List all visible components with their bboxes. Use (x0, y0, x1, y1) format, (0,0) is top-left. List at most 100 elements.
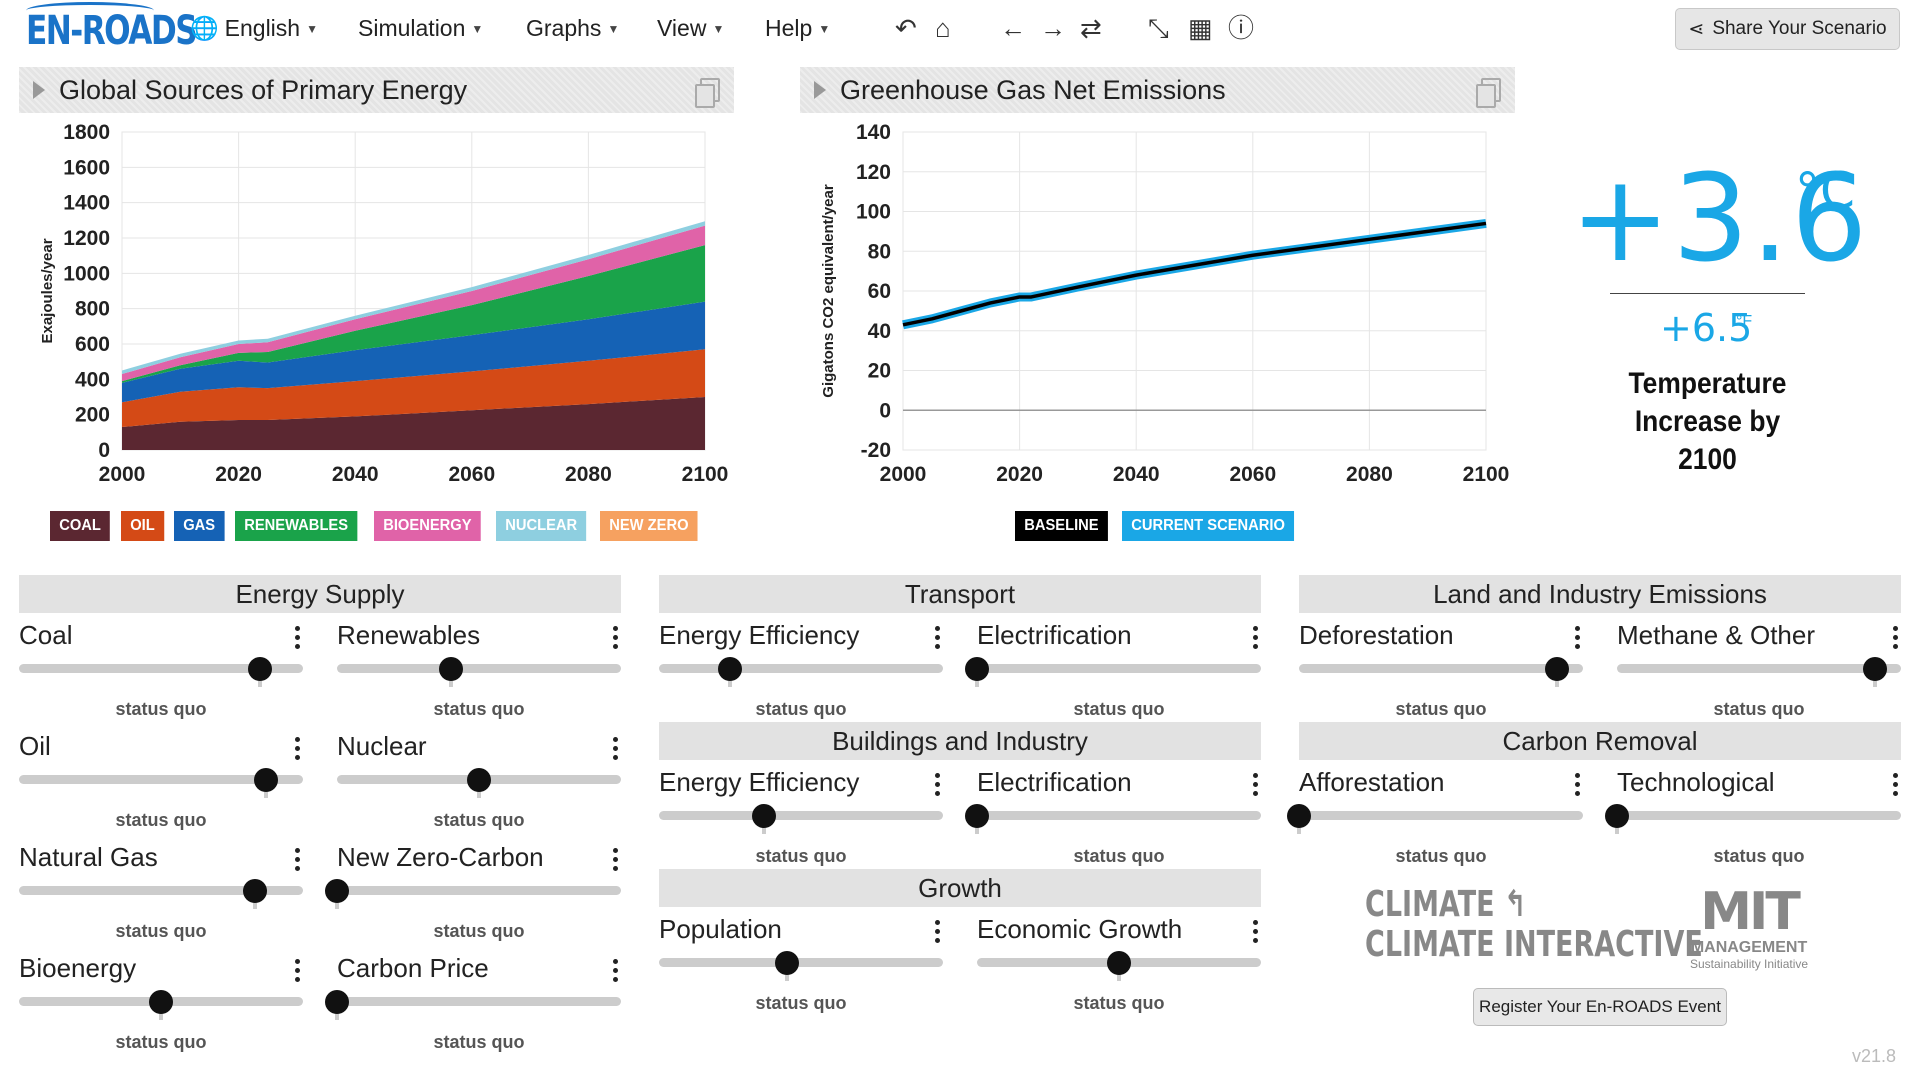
slider-track[interactable] (1299, 811, 1583, 820)
slider-thumb[interactable] (1287, 804, 1311, 828)
graphs-menu[interactable]: Graphs ▼ (526, 15, 619, 42)
slider-track[interactable] (337, 664, 621, 673)
more-options-icon[interactable] (935, 920, 941, 944)
info-icon[interactable]: ⓘ (1228, 13, 1255, 43)
slider-nuclear[interactable]: Nuclear status quo (337, 731, 621, 841)
legend-item[interactable]: BASELINE (1015, 511, 1108, 541)
slider-thumb[interactable] (752, 804, 777, 828)
slider-tech[interactable]: Technological status quo (1605, 767, 1901, 877)
more-options-icon[interactable] (1575, 626, 1581, 650)
expand-triangle-icon[interactable] (814, 81, 826, 99)
slider-thumb[interactable] (1545, 657, 1570, 681)
slider-track[interactable] (19, 775, 303, 784)
more-options-icon[interactable] (1253, 920, 1259, 944)
mit-management-logo[interactable]: MIT MANAGEMENT Sustainability Initiative (1690, 885, 1808, 971)
slider-track[interactable] (337, 886, 621, 895)
more-options-icon[interactable] (1253, 773, 1259, 797)
slider-thumb[interactable] (438, 657, 463, 681)
slider-track[interactable] (1617, 811, 1901, 820)
legend-item[interactable]: RENEWABLES (234, 511, 357, 541)
graph2-header[interactable]: Greenhouse Gas Net Emissions (800, 67, 1515, 113)
register-event-button[interactable]: Register Your En-ROADS Event (1473, 988, 1727, 1026)
slider-thumb[interactable] (325, 879, 349, 903)
slider-track[interactable] (659, 958, 943, 967)
legend-item[interactable]: NUCLEAR (495, 511, 586, 541)
slider-track[interactable] (977, 664, 1261, 673)
copy-icon[interactable] (695, 78, 720, 108)
slider-b_eff[interactable]: Energy Efficiency status quo (659, 767, 943, 877)
slider-carbon_price[interactable]: Carbon Price status quo (325, 953, 621, 1063)
legend-item[interactable]: COAL (50, 511, 111, 541)
slider-thumb[interactable] (1107, 951, 1131, 975)
slider-track[interactable] (977, 811, 1261, 820)
more-options-icon[interactable] (1893, 773, 1899, 797)
slider-track[interactable] (337, 997, 621, 1006)
slider-thumb[interactable] (248, 657, 273, 681)
slider-thumb[interactable] (965, 804, 989, 828)
table-icon[interactable]: ▦ (1188, 13, 1213, 43)
slider-defor[interactable]: Deforestation status quo (1299, 620, 1583, 730)
view-menu[interactable]: View ▼ (657, 15, 724, 42)
more-options-icon[interactable] (295, 848, 301, 872)
slider-thumb[interactable] (1605, 804, 1629, 828)
legend-item[interactable]: OIL (121, 511, 165, 541)
slider-bio[interactable]: Bioenergy status quo (19, 953, 303, 1063)
more-options-icon[interactable] (613, 959, 619, 983)
slider-coal[interactable]: Coal status quo (19, 620, 303, 730)
more-options-icon[interactable] (295, 626, 301, 650)
more-options-icon[interactable] (613, 737, 619, 761)
more-options-icon[interactable] (1253, 626, 1259, 650)
slider-thumb[interactable] (467, 768, 491, 792)
help-menu[interactable]: Help ▼ (765, 15, 830, 42)
slider-oil[interactable]: Oil status quo (19, 731, 303, 841)
slider-gas[interactable]: Natural Gas status quo (19, 842, 303, 952)
climate-interactive-logo[interactable]: CLIMATE ↰ CLIMATE INTERACTIVE (1365, 885, 1815, 965)
home-icon[interactable]: ⌂ (935, 13, 951, 43)
slider-thumb[interactable] (149, 990, 173, 1014)
more-options-icon[interactable] (295, 959, 301, 983)
slider-track[interactable] (1617, 664, 1901, 673)
en-roads-logo[interactable]: EN-ROADS (26, 8, 198, 54)
slider-track[interactable] (659, 811, 943, 820)
slider-affor[interactable]: Afforestation status quo (1287, 767, 1583, 877)
more-options-icon[interactable] (935, 626, 941, 650)
slider-b_elec[interactable]: Electrification status quo (965, 767, 1261, 877)
slider-pop[interactable]: Population status quo (659, 914, 943, 1024)
slider-thumb[interactable] (254, 768, 279, 792)
slider-econ[interactable]: Economic Growth status quo (977, 914, 1261, 1024)
legend-item[interactable]: GAS (174, 511, 225, 541)
collapse-icon[interactable]: ⤡ (1148, 13, 1169, 43)
more-options-icon[interactable] (613, 626, 619, 650)
slider-thumb[interactable] (965, 657, 989, 681)
compare-icon[interactable]: ⇄ (1080, 13, 1102, 43)
legend-item[interactable]: CURRENT SCENARIO (1121, 511, 1295, 541)
slider-thumb[interactable] (774, 951, 799, 975)
slider-track[interactable] (19, 664, 303, 673)
slider-t_elec[interactable]: Electrification status quo (965, 620, 1261, 730)
slider-track[interactable] (1299, 664, 1583, 673)
more-options-icon[interactable] (613, 848, 619, 872)
simulation-menu[interactable]: Simulation ▼ (358, 15, 483, 42)
slider-thumb[interactable] (242, 879, 267, 903)
slider-thumb[interactable] (325, 990, 349, 1014)
slider-thumb[interactable] (1863, 657, 1888, 681)
slider-t_eff[interactable]: Energy Efficiency status quo (659, 620, 943, 730)
slider-renew[interactable]: Renewables status quo (337, 620, 621, 730)
language-menu[interactable]: 🌐 English ▼ (190, 15, 318, 42)
more-options-icon[interactable] (1575, 773, 1581, 797)
graph1-header[interactable]: Global Sources of Primary Energy (19, 67, 734, 113)
more-options-icon[interactable] (295, 737, 301, 761)
slider-track[interactable] (19, 886, 303, 895)
share-scenario-button[interactable]: ⋖ Share Your Scenario (1675, 8, 1900, 50)
arrow-right-icon[interactable]: → (1040, 13, 1066, 43)
legend-item[interactable]: BIOENERGY (373, 511, 481, 541)
more-options-icon[interactable] (935, 773, 941, 797)
legend-item[interactable]: NEW ZERO (599, 511, 698, 541)
undo-icon[interactable]: ↶ (895, 13, 917, 43)
slider-thumb[interactable] (718, 657, 742, 681)
expand-triangle-icon[interactable] (33, 81, 45, 99)
arrow-left-icon[interactable]: ← (1000, 13, 1026, 43)
more-options-icon[interactable] (1893, 626, 1899, 650)
slider-track[interactable] (659, 664, 943, 673)
slider-newzero[interactable]: New Zero-Carbon status quo (325, 842, 621, 952)
